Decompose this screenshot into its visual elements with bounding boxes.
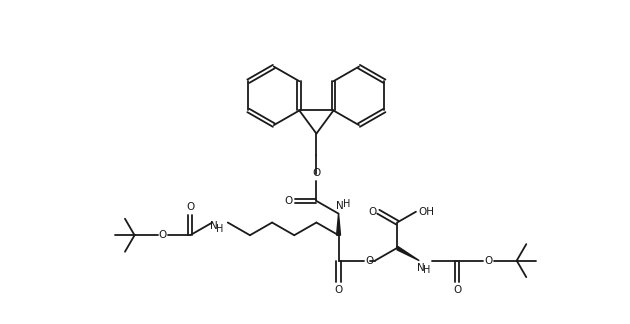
Text: H: H bbox=[216, 224, 224, 234]
Text: O: O bbox=[365, 256, 374, 266]
Text: O: O bbox=[186, 202, 194, 212]
Text: O: O bbox=[453, 285, 461, 295]
Text: H: H bbox=[343, 199, 350, 209]
Text: O: O bbox=[284, 196, 292, 206]
Text: O: O bbox=[312, 168, 321, 178]
Text: O: O bbox=[335, 285, 343, 295]
Text: O: O bbox=[159, 230, 167, 240]
Text: N: N bbox=[336, 201, 344, 211]
Text: N: N bbox=[210, 221, 218, 231]
Text: N: N bbox=[417, 263, 425, 273]
Polygon shape bbox=[397, 246, 420, 260]
Text: O: O bbox=[368, 207, 376, 217]
Text: O: O bbox=[484, 256, 493, 266]
Text: H: H bbox=[423, 265, 431, 275]
Polygon shape bbox=[336, 214, 340, 235]
Text: OH: OH bbox=[419, 207, 435, 217]
